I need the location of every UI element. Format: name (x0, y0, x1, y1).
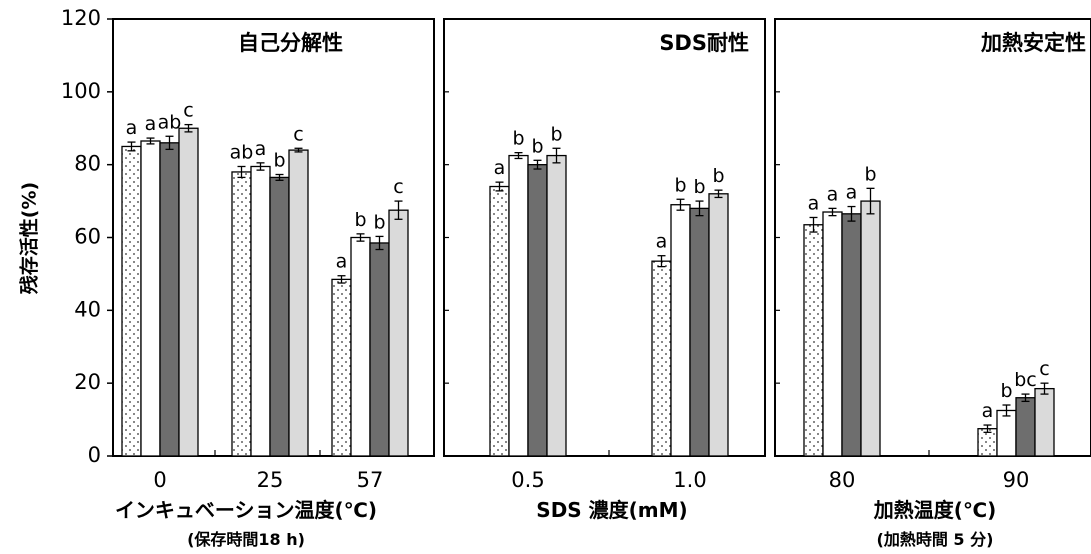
significance-label: a (827, 183, 839, 205)
bar (508, 154, 529, 457)
y-tick-label: 80 (74, 152, 101, 176)
y-tick-label: 60 (74, 225, 101, 249)
bar (708, 193, 729, 457)
bar (546, 154, 567, 457)
significance-label: b (674, 174, 686, 196)
category-label: 0 (153, 468, 166, 492)
bar (369, 242, 390, 457)
panel-2-title: SDS耐性 (659, 31, 749, 55)
bar (388, 209, 409, 457)
bar (489, 185, 510, 457)
significance-label: b (1000, 380, 1012, 402)
panel-1-title: 自己分解性 (238, 31, 343, 55)
significance-label: c (293, 123, 303, 145)
y-axis-label: 残存活性(%) (18, 182, 41, 294)
significance-label: b (693, 176, 705, 198)
bar (350, 236, 371, 457)
significance-label: a (808, 192, 820, 214)
bar (331, 278, 352, 457)
bar (1034, 387, 1055, 457)
significance-label: bc (1014, 369, 1037, 391)
panel-3-sublabel: (加熱時間 5 分) (877, 530, 994, 549)
category-label: 57 (357, 468, 384, 492)
bar (527, 164, 548, 457)
panel-1-sublabel: (保存時間18 h) (187, 530, 305, 549)
y-tick-label: 120 (61, 6, 101, 30)
significance-label: ab (230, 141, 254, 163)
bar (159, 142, 180, 457)
significance-label: c (183, 100, 193, 122)
significance-label: a (982, 400, 994, 422)
bar (250, 165, 271, 457)
category-label: 1.0 (673, 468, 706, 492)
y-tick-label: 0 (88, 443, 101, 467)
significance-label: c (393, 176, 403, 198)
significance-label: a (336, 251, 348, 273)
y-tick-label: 100 (61, 79, 101, 103)
significance-label: a (494, 157, 506, 179)
y-tick-label: 20 (74, 370, 101, 394)
significance-label: a (656, 231, 668, 253)
bar (689, 207, 710, 457)
bar (140, 140, 161, 457)
significance-label: a (126, 117, 138, 139)
bar (651, 260, 672, 457)
panel-3-x-axis-label: 加熱温度(℃) (873, 498, 997, 522)
significance-label: b (273, 149, 285, 171)
bar (178, 127, 199, 457)
bar (231, 171, 252, 457)
bar (288, 149, 309, 457)
panel-2-x-axis-label: SDS 濃度(mM) (536, 498, 687, 522)
significance-label: a (846, 182, 858, 204)
bar (822, 211, 843, 457)
bar (841, 213, 862, 457)
significance-label: ab (158, 111, 182, 133)
panel-1-x-axis-label: インキュベーション温度(℃) (115, 498, 377, 522)
bar (996, 409, 1017, 457)
significance-label: b (354, 209, 366, 231)
category-label: 25 (257, 468, 284, 492)
bar (860, 200, 881, 457)
bar (1015, 397, 1036, 457)
bar (269, 176, 290, 457)
significance-label: b (512, 128, 524, 150)
panel-3-title: 加熱安定性 (980, 31, 1086, 55)
panel-2: ab bb0.5ab b b1.0 (443, 18, 766, 492)
y-tick-label: 40 (74, 297, 101, 321)
bar (670, 204, 691, 457)
significance-label: b (550, 123, 562, 145)
category-label: 90 (1003, 468, 1030, 492)
category-label: 80 (829, 468, 856, 492)
significance-label: a (145, 113, 157, 135)
bar (803, 224, 824, 457)
significance-label: b (373, 211, 385, 233)
significance-label: b (712, 165, 724, 187)
bar (121, 145, 142, 457)
significance-label: b (864, 163, 876, 185)
significance-label: b (531, 135, 543, 157)
significance-label: a (255, 138, 267, 160)
category-label: 0.5 (511, 468, 544, 492)
significance-label: c (1039, 358, 1049, 380)
